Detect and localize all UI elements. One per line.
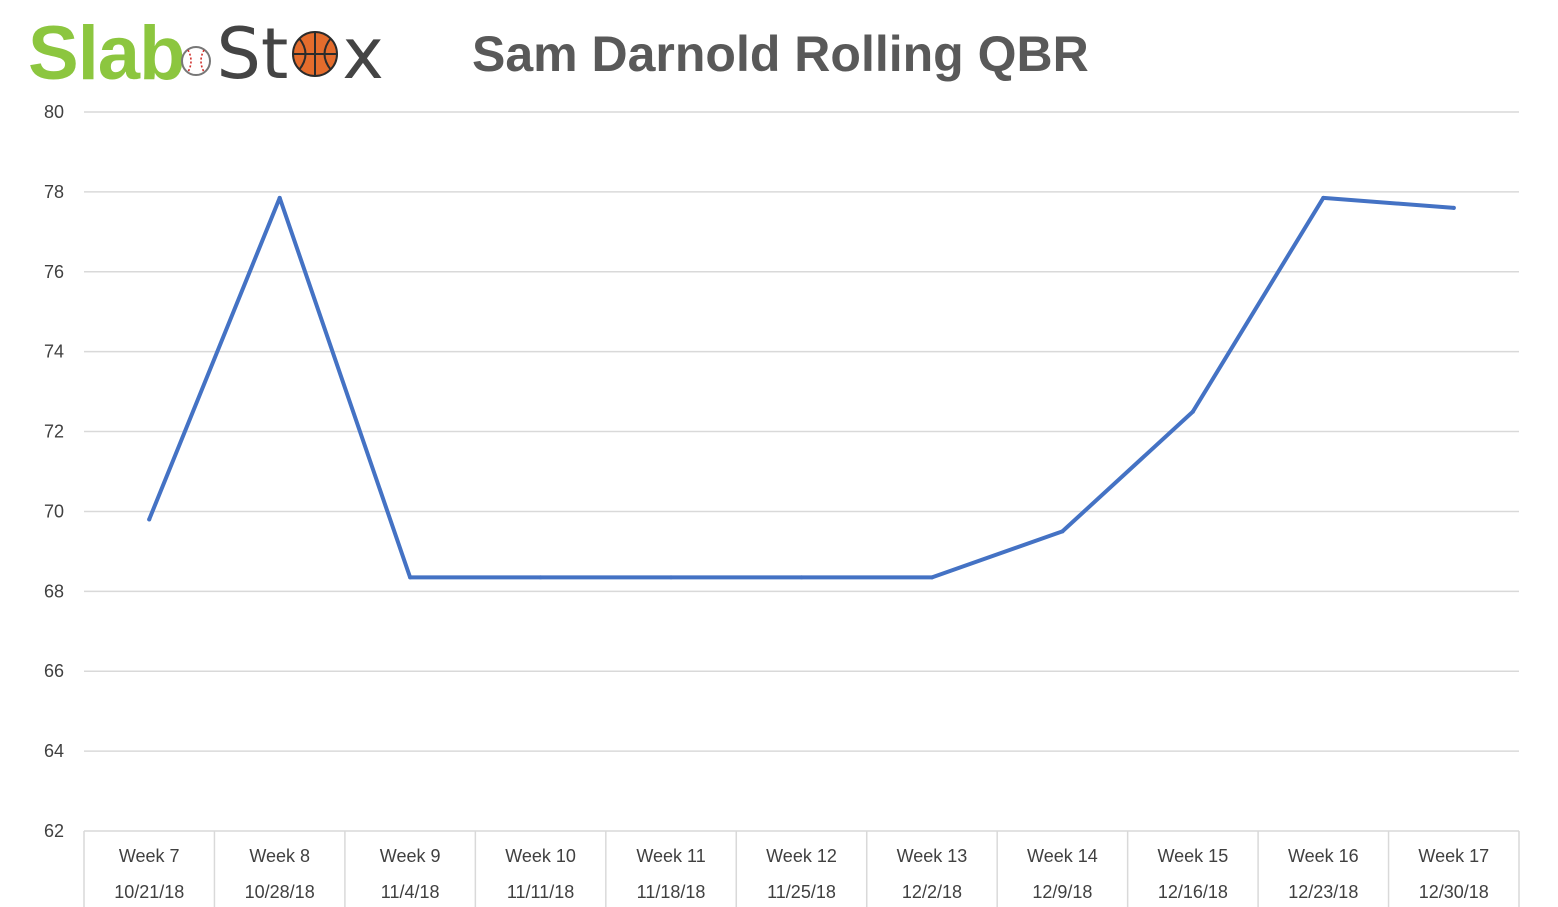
x-axis: Week 7 10/21/18 Week 8 10/28/18 Week 9 11/4/1… [83,831,1520,907]
y-tick-label: 64 [44,741,64,761]
x-tick-sublabel: 12/23/18 [1288,882,1358,902]
x-tick-sublabel: 12/30/18 [1419,882,1489,902]
data-point [1060,529,1065,534]
data-point [277,195,282,200]
y-tick-label: 78 [44,182,64,202]
x-tick-sublabel: 10/28/18 [245,882,315,902]
series [147,195,1456,580]
x-tick-label: Week 13 [897,846,968,866]
data-point [669,575,674,580]
slabstox-logo: Slab St x [28,11,384,96]
x-tick-label: Week 8 [249,846,310,866]
data-point [408,575,413,580]
x-tick-label: Week 10 [505,846,576,866]
logo-slab-text: Slab [28,11,185,96]
baseball-icon [180,46,211,76]
x-tick-sublabel: 11/18/18 [637,882,706,902]
x-tick-label: Week 9 [380,846,441,866]
y-tick-label: 80 [44,102,64,122]
x-tick-sublabel: 11/4/18 [381,882,440,902]
x-tick-label: Week 12 [766,846,837,866]
data-point [1451,205,1456,210]
y-tick-label: 72 [44,422,64,442]
x-tick-sublabel: 11/11/18 [507,882,574,902]
y-tick-label: 68 [44,581,64,601]
y-tick-label: 70 [44,501,64,521]
gridlines [84,111,1519,832]
data-point [147,517,152,522]
x-tick-label: Week 14 [1027,846,1098,866]
basketball-icon [292,31,339,77]
x-tick-label: Week 16 [1288,846,1359,866]
x-tick-sublabel: 11/25/18 [767,882,836,902]
y-tick-label: 66 [44,661,64,681]
x-tick-sublabel: 12/9/18 [1032,882,1092,902]
data-point [1321,195,1326,200]
x-tick-label: Week 17 [1418,846,1489,866]
data-point [1190,409,1195,414]
data-point [929,575,934,580]
chart-title: Sam Darnold Rolling QBR [472,26,1089,82]
x-tick-sublabel: 10/21/18 [114,882,184,902]
x-tick-label: Week 11 [636,846,705,866]
data-point [538,575,543,580]
y-tick-label: 76 [44,262,64,282]
logo-stox-text: St x [216,13,384,95]
y-tick-label: 62 [44,821,64,841]
y-tick-label: 74 [44,342,64,362]
x-tick-label: Week 7 [119,846,180,866]
x-tick-sublabel: 12/2/18 [902,882,962,902]
y-axis: 62 64 66 68 70 72 74 76 78 80 [44,102,64,841]
series-line [147,195,1456,580]
data-point [799,575,804,580]
x-tick-sublabel: 12/16/18 [1158,882,1228,902]
x-tick-label: Week 15 [1158,846,1229,866]
